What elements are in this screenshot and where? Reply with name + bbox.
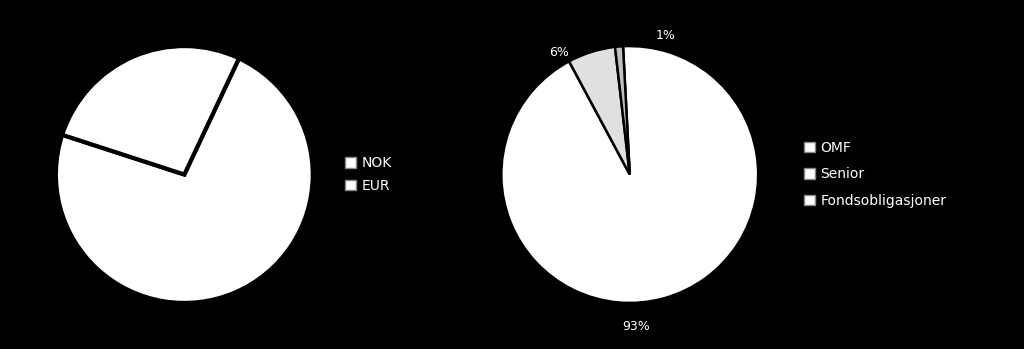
Wedge shape (56, 58, 312, 303)
Wedge shape (569, 47, 630, 174)
Text: 1%: 1% (655, 29, 676, 42)
Wedge shape (62, 46, 239, 174)
Text: 6%: 6% (549, 46, 569, 59)
Legend: NOK, EUR: NOK, EUR (345, 156, 392, 193)
Text: 93%: 93% (623, 320, 650, 333)
Legend: OMF, Senior, Fondsobligasjoner: OMF, Senior, Fondsobligasjoner (804, 141, 946, 208)
Wedge shape (502, 46, 758, 303)
Wedge shape (615, 46, 630, 174)
